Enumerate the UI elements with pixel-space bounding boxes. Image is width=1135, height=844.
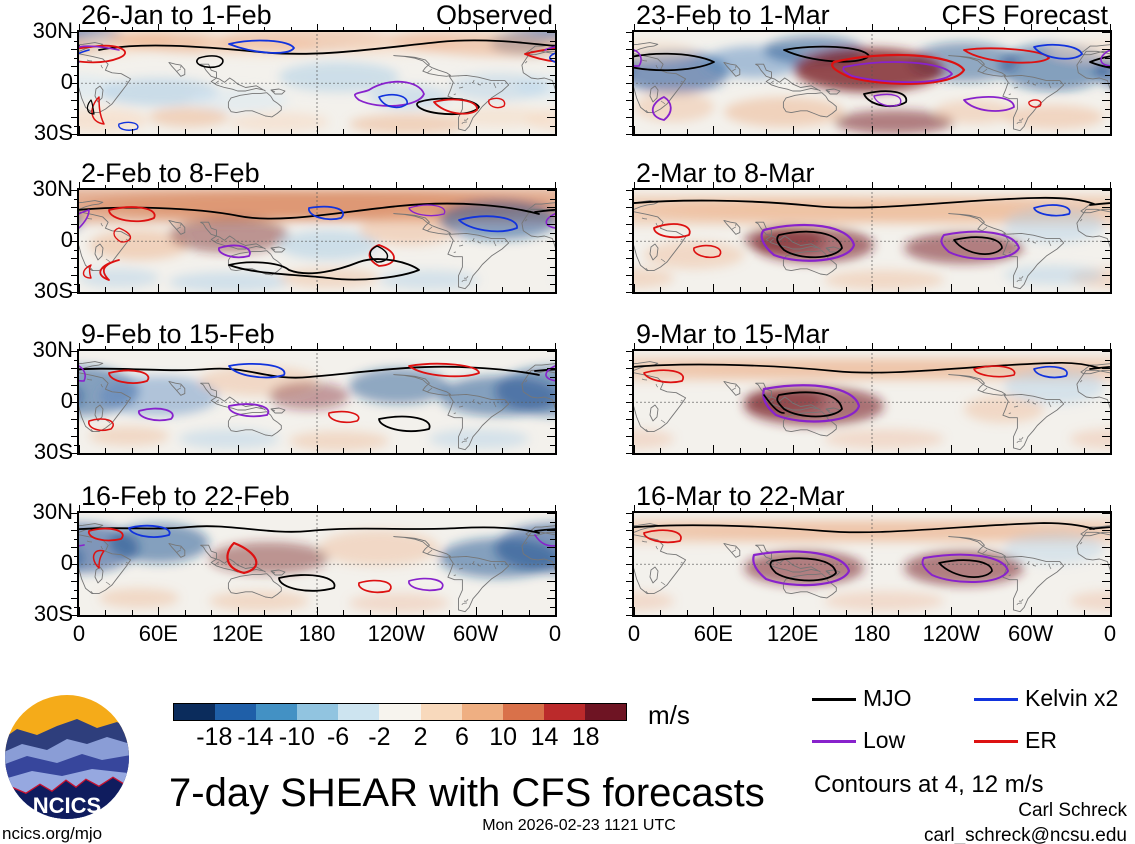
svg-text:NCICS: NCICS	[33, 793, 101, 818]
